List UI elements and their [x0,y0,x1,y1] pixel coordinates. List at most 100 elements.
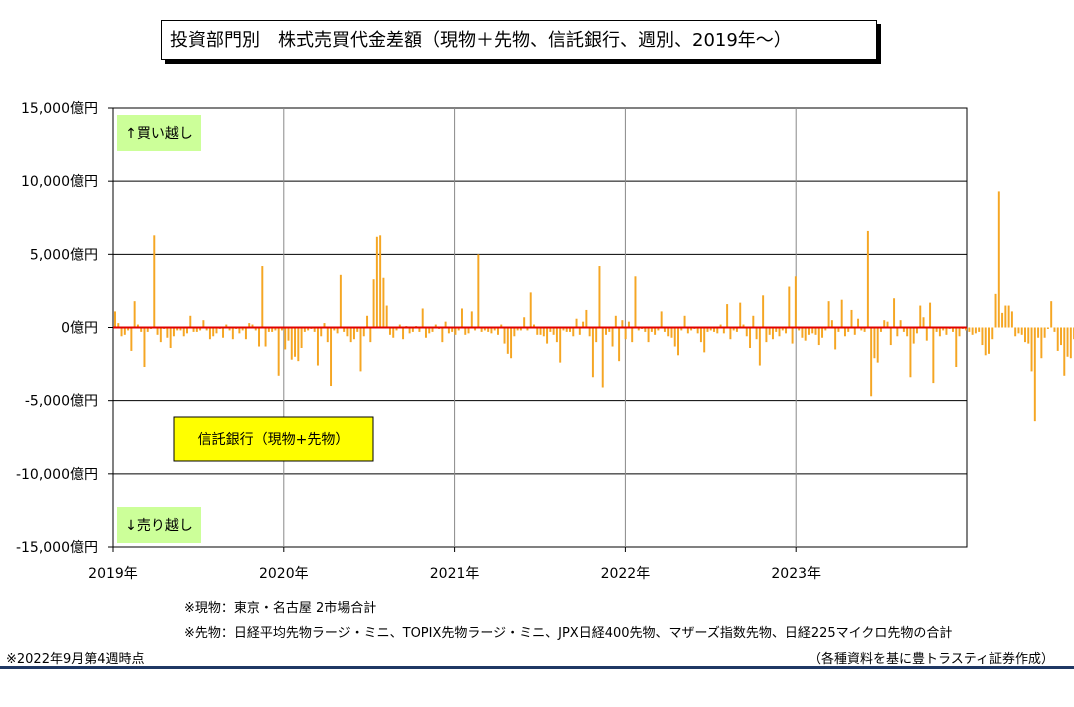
bar [143,327,146,368]
bar [480,327,483,332]
bar [755,327,758,340]
bar [627,321,630,328]
bar [932,327,935,384]
bar [876,327,879,363]
bar [533,324,535,328]
bar [133,301,136,328]
bar [883,320,886,328]
bar [673,327,676,347]
bar [274,327,277,331]
bar [611,327,614,347]
bar [598,266,601,328]
bar [559,327,562,363]
bar [251,324,254,328]
bar [837,327,840,332]
bar [169,327,172,348]
x-tick-label: 2020年 [259,566,309,582]
bar [186,327,188,334]
bar [824,327,827,331]
bar [441,327,444,343]
bar [758,327,761,366]
bar [794,276,797,328]
bar [732,327,735,331]
bar [336,327,339,334]
note-source: （各種資料を基に豊トラスティ証券作成） [808,652,1054,667]
bar [127,327,130,331]
bar [804,327,807,341]
bar [821,327,824,338]
bar [866,230,869,328]
bar [968,327,971,332]
bar [945,327,948,335]
bar [660,311,663,328]
bar [333,327,336,331]
bar [1053,327,1056,332]
bar [569,327,571,332]
bar [323,323,326,328]
y-tick-label: 0億円 [61,321,98,337]
bar [487,327,490,332]
bar [349,327,352,343]
bar [503,327,506,344]
bar [588,327,591,337]
bar [546,327,549,344]
bar [634,276,637,328]
bar [362,327,365,337]
bar [647,327,650,343]
bar [1033,327,1036,422]
bar [902,327,905,332]
bar [650,327,653,332]
bar [696,327,699,334]
bar [840,299,843,328]
bar [565,327,568,332]
bar [605,327,607,335]
bar [225,324,228,328]
y-tick-label: -10,000億円 [16,467,98,483]
bar [339,274,342,328]
bar [1027,327,1030,344]
bar [470,311,473,328]
bar [572,327,575,337]
bar [316,327,319,366]
buy-label: ↑買い越し [117,115,201,151]
bar [516,327,519,331]
legend-text: 信託銀行（現物+先物） [198,432,350,448]
bar [965,327,968,331]
bar [330,327,333,387]
bar [529,292,532,328]
x-tick-label: 2023年 [771,566,821,582]
bar [621,320,624,328]
bar [978,327,981,332]
bar [424,327,427,338]
bar [595,327,598,343]
bar [189,315,192,328]
y-tick-label: -15,000億円 [16,540,98,556]
bar [382,277,385,328]
bar [526,327,529,331]
bar [428,327,431,334]
bar [343,327,346,332]
bar [988,327,990,354]
bar [729,327,732,340]
bar [745,327,748,337]
bar [523,317,526,328]
bar [857,318,860,328]
bar [261,266,264,328]
bar [722,327,725,334]
bar [369,327,372,343]
bar [925,327,928,341]
bar [379,235,382,328]
bar [519,327,522,331]
bar [287,327,290,341]
bar [958,327,961,337]
bar [670,327,673,338]
bar [542,327,545,337]
bar [346,327,349,337]
bar [919,305,922,328]
bar [195,327,198,332]
bar [886,321,889,328]
bar [853,327,856,335]
bar [657,327,660,331]
bar [212,327,215,337]
